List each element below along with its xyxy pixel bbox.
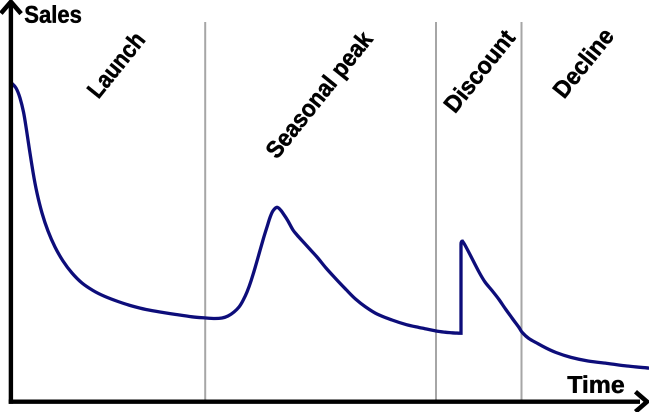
svg-text:Time: Time bbox=[567, 372, 625, 399]
svg-text:Sales: Sales bbox=[24, 2, 82, 29]
